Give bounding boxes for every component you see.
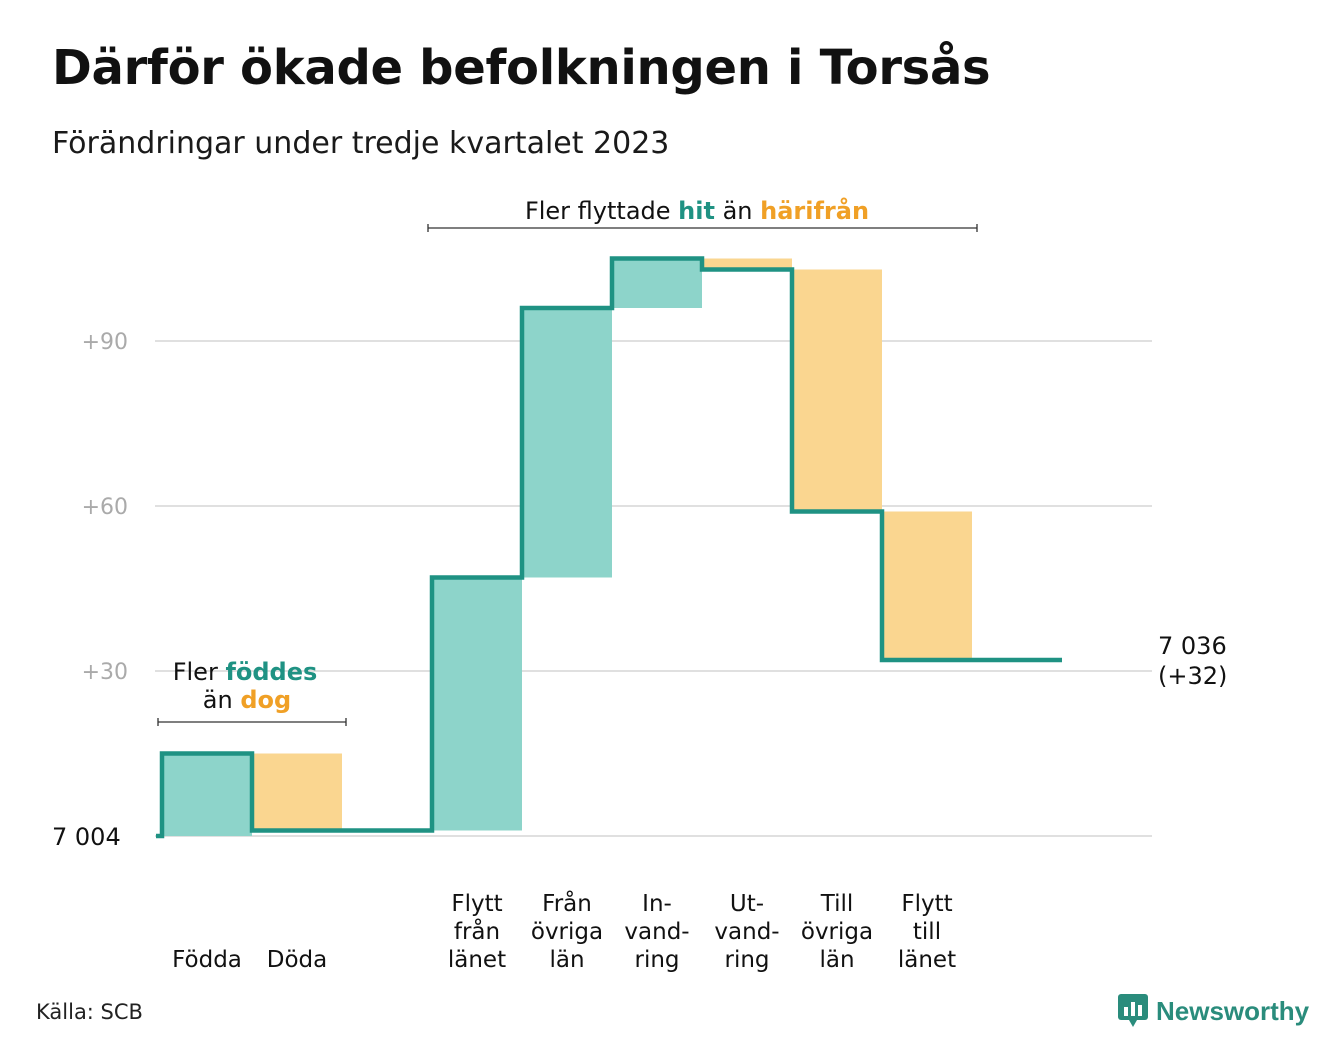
category-label: övriga (801, 919, 873, 945)
end-change-label: (+32) (1158, 662, 1227, 690)
decrease-bar (882, 511, 972, 660)
newsworthy-logo-icon (1118, 994, 1148, 1027)
category-label: län (549, 947, 584, 973)
increase-bar (522, 308, 612, 578)
y-tick-label: +60 (82, 495, 128, 520)
category-label: Flytt (451, 891, 502, 917)
migration-annotation: Fler flyttade hit än härifrån (525, 196, 869, 225)
category-label: Från (542, 889, 592, 917)
category-label: län (819, 947, 854, 973)
category-label: vand- (624, 919, 689, 945)
chart-subtitle: Förändringar under tredje kvartalet 2023 (52, 126, 670, 161)
category-label: till (913, 919, 941, 945)
source-note: Källa: SCB (36, 1000, 143, 1024)
category-label: Födda (172, 947, 242, 973)
y-tick-label: +90 (82, 330, 128, 355)
category-label: från (454, 917, 500, 945)
category-label: Ut- (730, 891, 764, 917)
brand-logo: Newsworthy (1118, 994, 1309, 1028)
y-tick-label: +30 (82, 660, 128, 685)
brand-name: Newsworthy (1156, 995, 1310, 1026)
category-label: In- (642, 891, 672, 917)
category-label: länet (448, 947, 506, 973)
category-label: länet (898, 947, 956, 973)
category-label: övriga (531, 919, 603, 945)
cumulative-step-line (156, 256, 1062, 839)
category-label: ring (724, 947, 769, 973)
increase-bar (432, 577, 522, 831)
decrease-bar (792, 269, 882, 512)
increase-bar (612, 258, 702, 308)
start-value-label: 7 004 (52, 823, 121, 851)
category-label: Flytt (901, 891, 952, 917)
category-label: Döda (267, 947, 327, 973)
category-label: vand- (714, 919, 779, 945)
end-value-label: 7 036 (1158, 632, 1227, 660)
category-label: ring (634, 947, 679, 973)
increase-bar (162, 753, 252, 836)
decrease-bar (702, 258, 792, 270)
decrease-bar (252, 753, 342, 831)
chart-title: Därför ökade befolkningen i Torsås (52, 40, 991, 96)
natural-annotation-line2: än dog (203, 686, 291, 714)
category-label: Till (820, 891, 854, 917)
natural-annotation-line1: Fler föddes (173, 658, 318, 686)
